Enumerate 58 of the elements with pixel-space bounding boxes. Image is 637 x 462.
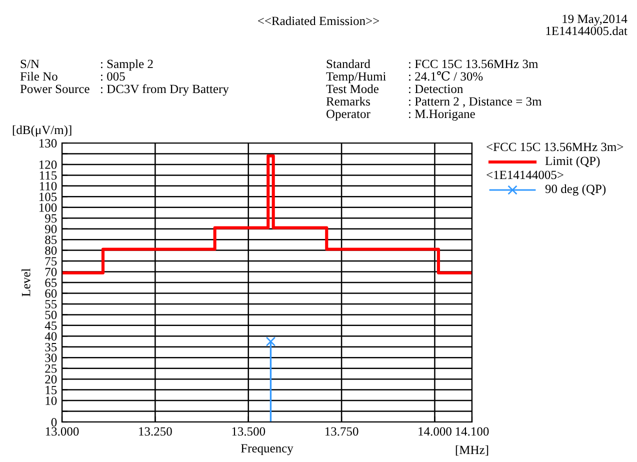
y-tick-label: 70 — [45, 268, 57, 276]
y-tick-label: 95 — [45, 214, 57, 223]
text: S/N — [20, 60, 40, 68]
text: 1E14144005.dat — [546, 26, 628, 36]
text: [dB(μV/m)] — [12, 125, 72, 137]
y-tick-label: 30 — [45, 354, 57, 362]
text: Power Source — [20, 84, 90, 94]
text: Operator — [326, 110, 370, 121]
text: <FCC 15C 13.56MHz 3m> — [486, 142, 624, 152]
x-tick-label: 13.500 — [232, 427, 266, 436]
text: : Detection — [408, 84, 463, 94]
y-tick-label: 120 — [39, 160, 57, 169]
y-tick-label: 60 — [45, 289, 57, 298]
y-tick-label: 35 — [45, 342, 57, 352]
y-tick-label: 75 — [45, 257, 57, 266]
x-tick-label: 13.750 — [325, 427, 358, 436]
y-tick-label: 10 — [46, 396, 57, 405]
y-tick-label: 85 — [45, 236, 57, 244]
y-tick-label: 55 — [45, 300, 57, 308]
x-tick-label: 14.000 — [418, 427, 452, 436]
y-tick-label: 65 — [45, 278, 57, 287]
y-tick-label: 50 — [45, 310, 57, 320]
y-tick-label: 25 — [45, 364, 57, 373]
text: : Sample 2 — [100, 59, 153, 71]
text: Temp/Humi — [326, 72, 386, 84]
text: <1E14144005> — [486, 170, 564, 180]
y-tick-label: 105 — [39, 192, 57, 202]
text: Remarks — [326, 96, 370, 106]
y-tick-label: 0 — [51, 418, 57, 426]
x-tick-label: 13.000 — [46, 427, 79, 436]
text: : 24.1℃ / 30% — [408, 71, 483, 81]
y-tick-label: 110 — [40, 182, 57, 190]
text: : 005 — [100, 72, 125, 81]
x-tick-label: 14.100 — [456, 427, 489, 436]
text: : M.Horigane — [408, 110, 475, 121]
text: 19 May,2014 — [562, 14, 628, 26]
y-tick-label: 115 — [40, 171, 57, 180]
text: Standard — [326, 59, 370, 68]
chart-title: <<Radiated Emission>> — [258, 16, 380, 26]
text: Test Mode — [326, 84, 378, 94]
text: : DC3V from Dry Battery — [100, 84, 229, 96]
y-tick-label: 15 — [46, 386, 57, 394]
y-tick-label: 100 — [39, 203, 57, 212]
y-tick-label: 80 — [45, 246, 57, 255]
text: File No — [20, 72, 58, 81]
x-tick-label: 13.250 — [139, 427, 172, 436]
text: [MHz] — [456, 445, 488, 456]
y-tick-label: 45 — [44, 322, 57, 330]
y-tick-label: 40 — [44, 332, 57, 341]
legend-label: 90 deg (QP) — [545, 184, 606, 196]
y-axis-title: Level — [21, 268, 30, 296]
y-tick-label: 20 — [45, 375, 57, 384]
text: : Pattern 2 , Distance = 3m — [408, 97, 542, 108]
x-axis-title: Frequency — [240, 444, 294, 456]
y-tick-label: 130 — [39, 139, 57, 148]
text: : FCC 15C 13.56MHz 3m — [408, 60, 538, 68]
legend-label: Limit (QP) — [545, 156, 600, 168]
y-tick-label: 90 — [45, 224, 57, 234]
